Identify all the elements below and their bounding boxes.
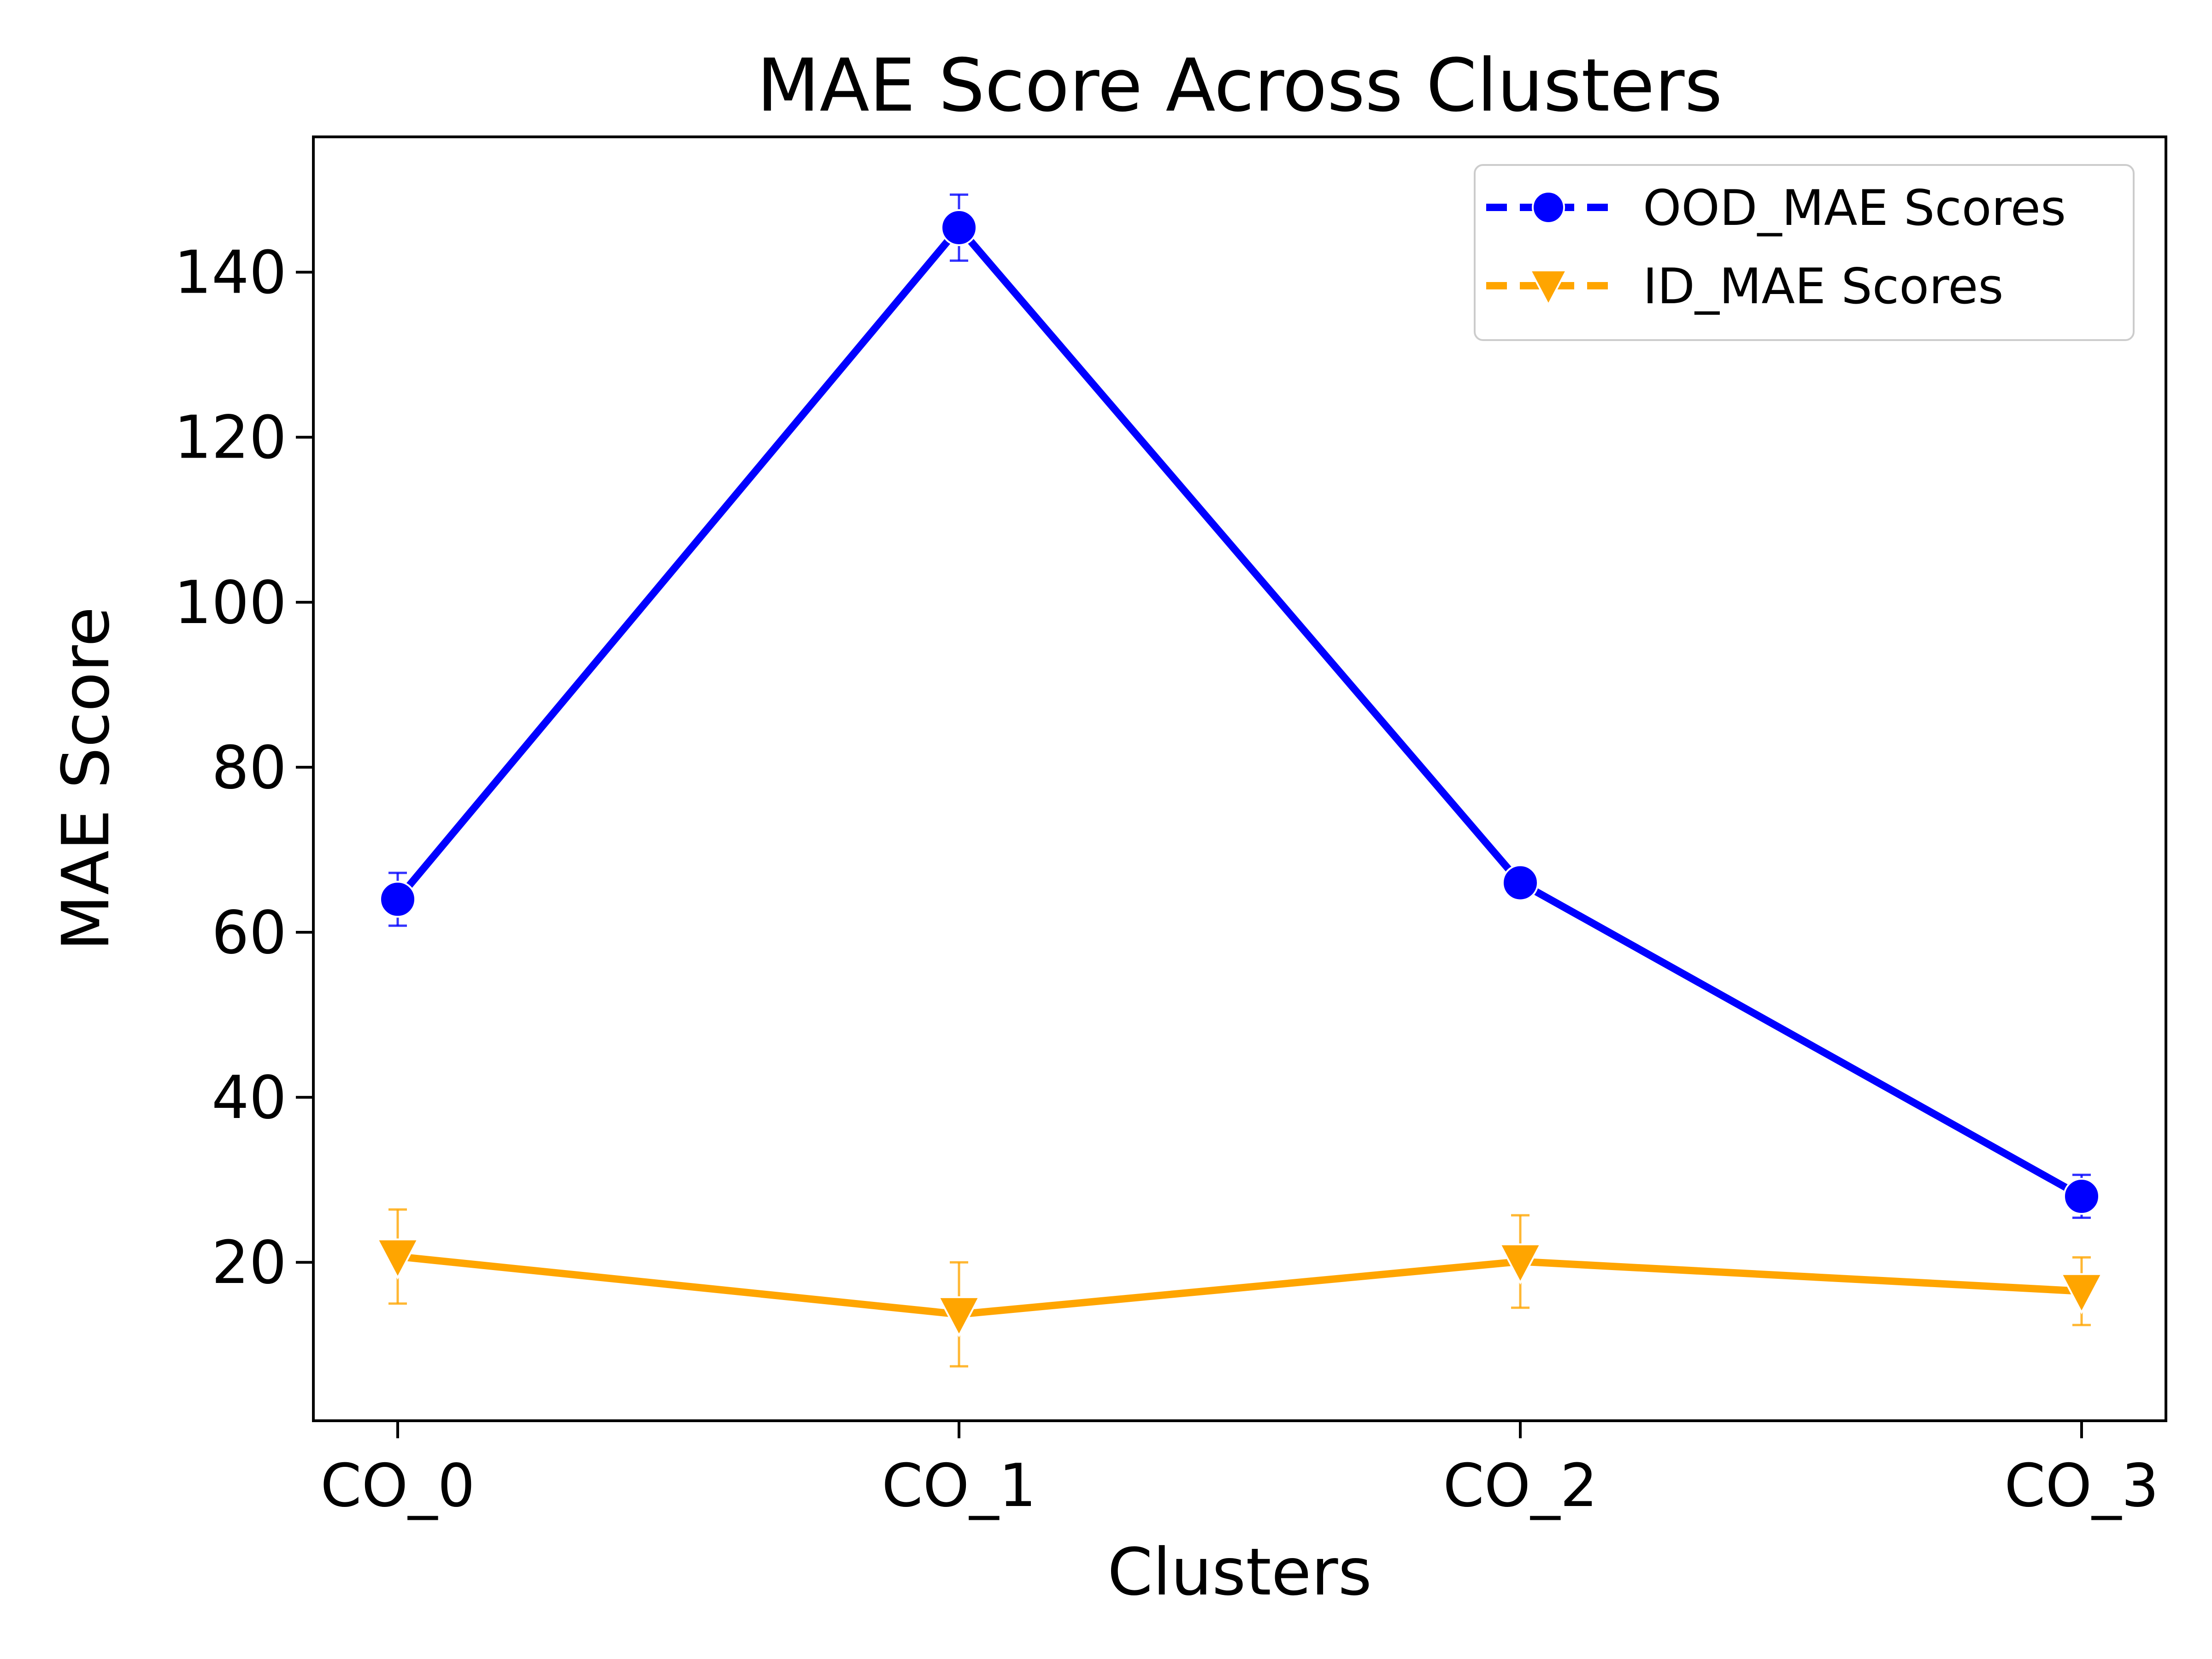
series-line [394, 1253, 2085, 1318]
y-axis-label: MAE Score [48, 607, 124, 951]
plot-frame [312, 135, 2167, 1422]
x-tick-label: CO_1 [882, 1452, 1036, 1520]
data-point [379, 881, 416, 918]
y-tick-label: 80 [212, 734, 287, 802]
x-tick-label: CO_2 [1443, 1452, 1598, 1520]
series-layer [376, 193, 2104, 1368]
y-axis: 20 40 60 80 100 120 140 [174, 239, 313, 1297]
data-point [941, 209, 977, 246]
data-point [2059, 1273, 2104, 1315]
series-0 [379, 193, 2100, 1219]
data-point [2063, 1177, 2100, 1215]
legend-swatch-marker [1532, 191, 1565, 224]
y-tick-label: 20 [212, 1229, 287, 1297]
series-1 [376, 1208, 2104, 1368]
legend-label: ID_MAE Scores [1643, 258, 2004, 315]
y-tick-label: 100 [174, 569, 287, 637]
y-tick-label: 140 [174, 239, 287, 307]
data-point [1498, 1243, 1542, 1285]
data-point [376, 1238, 420, 1280]
y-tick-label: 60 [212, 899, 287, 967]
data-point [937, 1296, 981, 1338]
x-axis: CO_0 CO_1 CO_2 CO_3 [320, 1421, 2159, 1520]
data-point [1502, 864, 1539, 901]
x-tick-label: CO_3 [2004, 1452, 2159, 1520]
legend: OOD_MAE Scores ID_MAE Scores [1474, 164, 2135, 341]
y-tick-label: 120 [174, 404, 287, 472]
legend-swatch-marker [1529, 269, 1568, 307]
x-axis-label: Clusters [1107, 1535, 1372, 1610]
chart-title: MAE Score Across Clusters [757, 43, 1723, 128]
y-tick-label: 40 [212, 1064, 287, 1132]
legend-item: OOD_MAE Scores [1486, 180, 2066, 236]
legend-item: ID_MAE Scores [1486, 258, 2004, 315]
series-line [394, 224, 2085, 1200]
legend-frame [1474, 164, 2135, 341]
x-tick-label: CO_0 [320, 1452, 475, 1520]
legend-label: OOD_MAE Scores [1643, 180, 2066, 236]
